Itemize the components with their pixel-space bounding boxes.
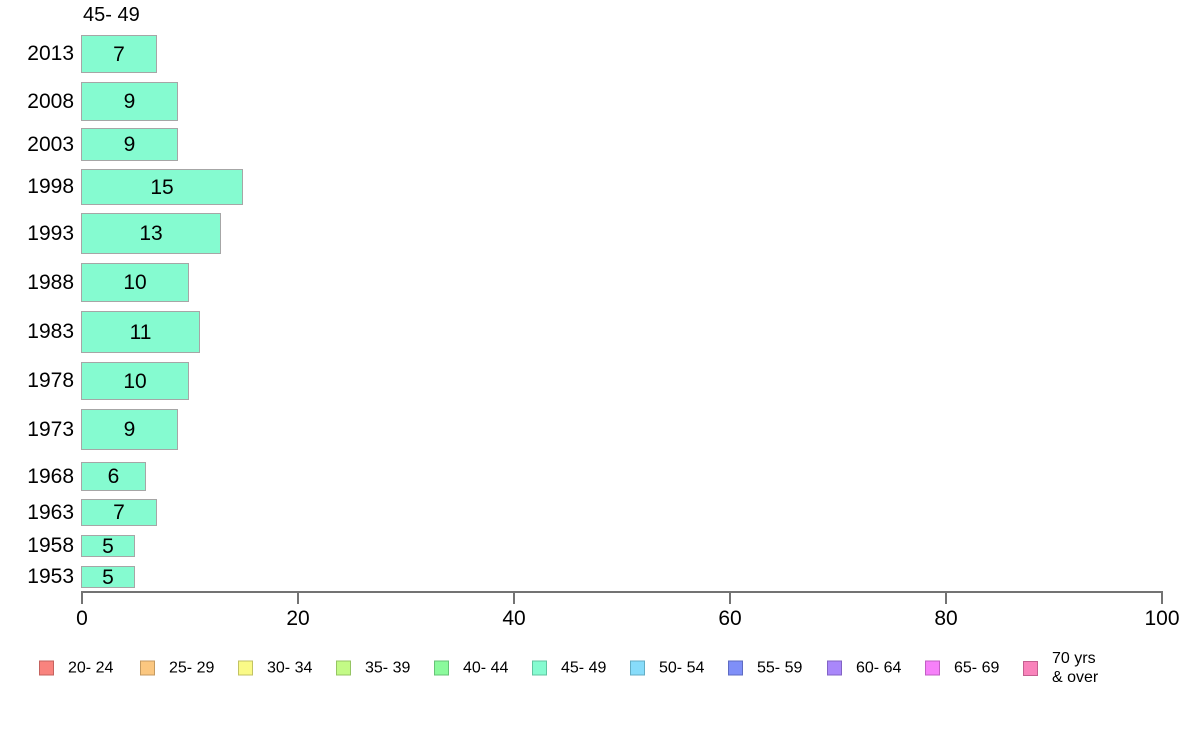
year-label: 1998	[27, 175, 74, 198]
x-tick	[81, 591, 83, 604]
x-tick	[1161, 591, 1163, 604]
x-tick	[513, 591, 515, 604]
legend-item: 25- 29	[140, 659, 214, 678]
legend-item: 40- 44	[434, 659, 508, 678]
year-label: 2003	[27, 132, 74, 156]
x-tick-label: 60	[718, 607, 742, 630]
year-label: 1953	[27, 565, 74, 588]
legend-item: 55- 59	[728, 659, 802, 678]
legend-label: 65- 69	[954, 659, 1000, 677]
year-label: 1963	[27, 500, 74, 524]
legend-swatch-icon	[532, 660, 547, 676]
bar-value-label: 9	[123, 418, 136, 441]
year-label: 2008	[27, 89, 74, 113]
year-label: 1958	[27, 534, 74, 557]
bar-value-label: 5	[102, 534, 114, 558]
legend-item: 45- 49	[532, 659, 606, 678]
bar: 11	[81, 311, 200, 353]
legend-item: 20- 24	[39, 659, 113, 678]
bar-value-label: 7	[113, 42, 125, 66]
legend-swatch-icon	[434, 660, 449, 676]
bar: 13	[81, 213, 221, 254]
year-label: 1973	[27, 417, 74, 441]
year-label: 1968	[27, 464, 74, 488]
x-tick	[729, 591, 731, 604]
legend-swatch-icon	[336, 660, 351, 676]
bar: 9	[81, 409, 178, 450]
year-label: 1978	[27, 369, 74, 392]
bar-value-label: 10	[123, 369, 147, 393]
legend-label: 45- 49	[561, 659, 607, 677]
legend-swatch-icon	[925, 660, 940, 676]
legend-label: 25- 29	[169, 659, 215, 677]
chart-title: 45- 49	[83, 4, 140, 26]
legend-label: 70 yrs & over	[1052, 650, 1099, 686]
legend-swatch-icon	[1023, 660, 1038, 676]
x-tick-label: 0	[76, 607, 88, 630]
bar: 6	[81, 462, 146, 491]
bar: 15	[81, 169, 243, 205]
legend-label: 55- 59	[757, 659, 803, 677]
bar-value-label: 6	[107, 465, 120, 488]
x-tick-label: 80	[934, 607, 958, 630]
legend-item: 65- 69	[925, 659, 999, 678]
bar: 7	[81, 35, 157, 73]
x-tick-label: 40	[502, 607, 526, 630]
x-tick-label: 100	[1144, 607, 1180, 630]
legend-swatch-icon	[728, 660, 743, 676]
bar-value-label: 15	[150, 175, 174, 199]
bar: 5	[81, 535, 135, 557]
bar: 10	[81, 362, 189, 400]
legend-label: 20- 24	[68, 659, 114, 677]
legend-label: 35- 39	[365, 659, 411, 677]
x-tick	[297, 591, 299, 604]
bar-value-label: 9	[123, 133, 136, 156]
bar: 7	[81, 499, 157, 526]
legend-label: 30- 34	[267, 659, 313, 677]
legend-swatch-icon	[39, 660, 54, 676]
legend-item: 50- 54	[630, 659, 704, 678]
bar-value-label: 5	[102, 565, 114, 589]
legend-swatch-icon	[140, 660, 155, 676]
bar-value-label: 7	[113, 501, 125, 524]
bar-value-label: 9	[123, 90, 136, 113]
bar-value-label: 13	[139, 222, 163, 245]
legend-label: 40- 44	[463, 659, 509, 677]
year-label: 1983	[27, 320, 74, 343]
legend-item: 30- 34	[238, 659, 312, 678]
legend-item: 60- 64	[827, 659, 901, 678]
legend-label: 60- 64	[856, 659, 902, 677]
legend-swatch-icon	[238, 660, 253, 676]
bar: 10	[81, 263, 189, 302]
bar-value-label: 11	[129, 320, 152, 344]
x-axis-line	[81, 591, 1162, 593]
x-tick-label: 20	[286, 607, 310, 630]
bar: 5	[81, 566, 135, 588]
bar: 9	[81, 82, 178, 121]
year-label: 1988	[27, 270, 74, 294]
legend-swatch-icon	[827, 660, 842, 676]
legend-item: 35- 39	[336, 659, 410, 678]
legend-label: 50- 54	[659, 659, 705, 677]
x-tick	[945, 591, 947, 604]
year-label: 1993	[27, 221, 74, 245]
bar-value-label: 10	[123, 271, 147, 294]
year-label: 2013	[27, 42, 74, 65]
bar: 9	[81, 128, 178, 161]
legend-swatch-icon	[630, 660, 645, 676]
legend-item: 70 yrs & over	[1023, 649, 1098, 687]
